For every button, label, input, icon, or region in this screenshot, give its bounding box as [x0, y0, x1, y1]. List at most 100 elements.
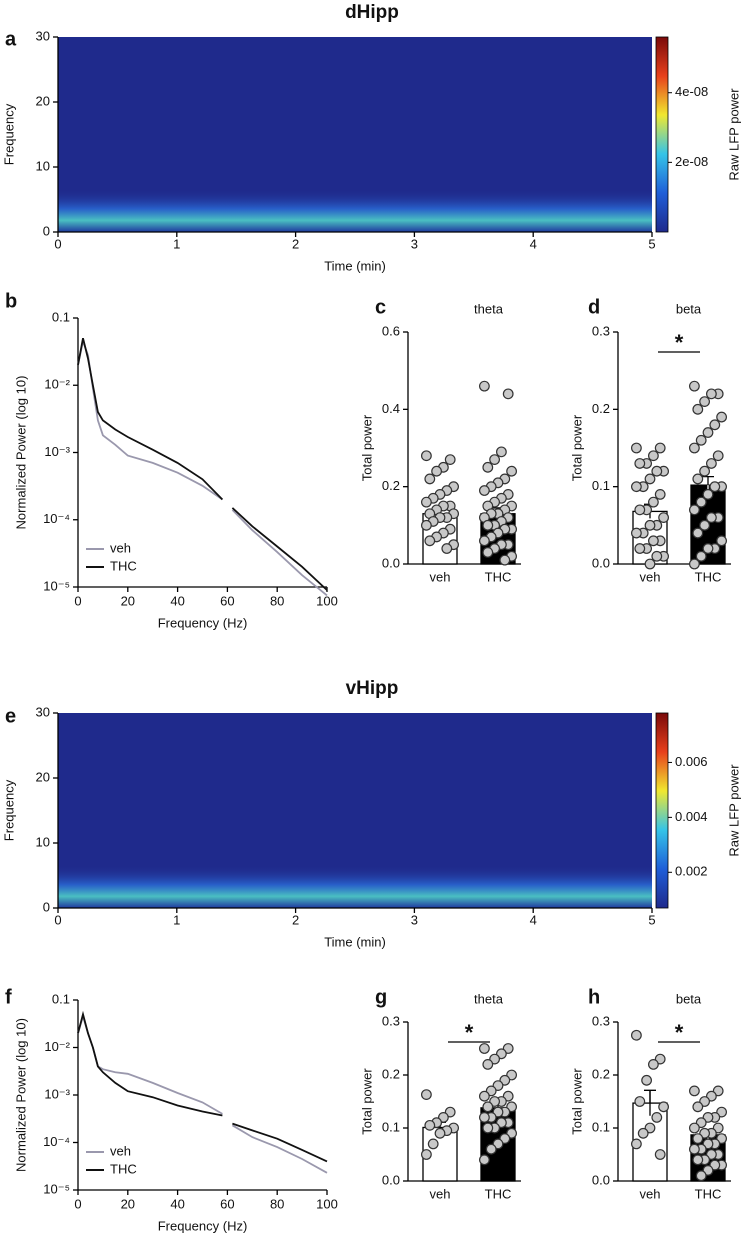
data-point — [654, 1149, 666, 1160]
y-tick-label: 10⁻² — [44, 1039, 70, 1054]
figure-title: dHipp — [345, 2, 399, 23]
x-tick-label: 0 — [54, 912, 61, 927]
colorbar-label: Raw LFP power — [726, 88, 741, 181]
y-tick-label: 10⁻³ — [44, 1086, 70, 1101]
data-point — [631, 527, 642, 539]
x-tick-label: THC — [485, 1186, 512, 1201]
data-point — [644, 473, 656, 485]
y-tick-label: 0.2 — [382, 1066, 400, 1081]
x-tick-label: 0 — [74, 1196, 81, 1211]
data-point — [482, 1101, 494, 1113]
y-tick-label: 0.6 — [382, 323, 400, 338]
data-point — [444, 454, 456, 466]
y-tick-label: 20 — [36, 93, 50, 108]
x-tick-label: 40 — [170, 593, 184, 608]
colorbar-tick-label: 0.004 — [675, 809, 708, 824]
x-tick-label: veh — [640, 1186, 661, 1201]
data-point — [695, 496, 707, 508]
data-point — [421, 1089, 432, 1101]
panel-letter: c — [375, 296, 386, 318]
x-tick-label: 5 — [648, 236, 655, 251]
x-tick-label: 1 — [173, 912, 180, 927]
y-tick-label: 0.3 — [382, 1013, 400, 1028]
y-tick-label: 30 — [36, 704, 50, 719]
colorbar-tick-label: 4e-08 — [675, 84, 708, 99]
panel-title: beta — [676, 991, 702, 1006]
data-point — [692, 403, 704, 415]
y-tick-label: 0.1 — [592, 1119, 610, 1134]
y-tick-label: 20 — [36, 769, 50, 784]
spectrogram-band — [58, 37, 652, 232]
colorbar-tick-label: 0.006 — [675, 754, 708, 769]
x-tick-label: 40 — [170, 1196, 184, 1211]
data-point — [637, 1127, 649, 1139]
colorbar-tick-label: 2e-08 — [675, 154, 708, 169]
data-point — [434, 1127, 446, 1139]
y-tick-label: 10⁻² — [44, 377, 70, 392]
data-point — [695, 1170, 707, 1182]
data-point — [479, 380, 490, 392]
data-point — [482, 547, 494, 558]
spectrogram-band — [58, 713, 652, 908]
data-point — [479, 485, 490, 496]
panel-title: theta — [474, 991, 504, 1006]
y-tick-label: 10 — [36, 834, 50, 849]
significance-marker: * — [675, 1020, 684, 1045]
panel-title: theta — [474, 301, 504, 316]
data-point — [699, 465, 710, 477]
data-point — [709, 419, 721, 431]
x-tick-label: 80 — [270, 1196, 284, 1211]
y-tick-label: 0.0 — [382, 555, 400, 570]
data-point — [427, 1138, 439, 1150]
x-axis-label: Frequency (Hz) — [158, 1218, 248, 1233]
panel-letter: h — [588, 986, 600, 1008]
x-tick-label: 60 — [220, 1196, 234, 1211]
x-tick-label: 3 — [411, 236, 418, 251]
panel-title: beta — [676, 301, 702, 316]
colorbar-tick-label: 0.002 — [675, 864, 708, 879]
y-tick-label: 0.4 — [382, 401, 400, 416]
data-point — [424, 535, 436, 547]
data-point — [421, 496, 432, 508]
y-axis-label: Total power — [359, 414, 374, 481]
data-point — [421, 450, 432, 462]
data-point — [641, 1074, 652, 1086]
data-point — [651, 550, 663, 562]
panel-letter: g — [375, 986, 387, 1008]
panel-letter: d — [588, 296, 600, 318]
data-point — [692, 1154, 704, 1166]
x-axis-label: Time (min) — [324, 258, 386, 273]
colorbar-label: Raw LFP power — [726, 764, 741, 857]
data-point — [689, 1085, 700, 1097]
y-tick-label: 30 — [36, 28, 50, 43]
colorbar — [655, 712, 669, 909]
data-point — [479, 535, 490, 547]
data-point — [431, 465, 443, 477]
x-tick-label: 60 — [220, 593, 234, 608]
legend-label: veh — [110, 540, 131, 555]
y-tick-label: 0.1 — [52, 309, 70, 324]
data-point — [702, 489, 714, 500]
data-point — [482, 1058, 494, 1070]
x-tick-label: 100 — [316, 593, 338, 608]
data-point — [479, 1154, 490, 1166]
y-tick-label: 10⁻³ — [44, 444, 70, 459]
data-point — [689, 504, 700, 516]
x-tick-label: THC — [695, 569, 722, 584]
data-point — [692, 473, 704, 485]
data-point — [716, 411, 727, 423]
x-tick-label: 3 — [411, 912, 418, 927]
y-tick-label: 0.1 — [382, 1119, 400, 1134]
x-tick-label: 80 — [270, 593, 284, 608]
data-point — [658, 1101, 669, 1113]
y-tick-label: 0.0 — [592, 555, 610, 570]
data-point — [648, 450, 659, 462]
data-point — [424, 1119, 436, 1131]
series-line — [77, 337, 328, 591]
data-point — [648, 1058, 659, 1070]
data-point — [692, 1101, 704, 1113]
panel-letter: e — [5, 705, 16, 727]
data-point — [479, 1111, 490, 1123]
data-point — [496, 446, 507, 458]
